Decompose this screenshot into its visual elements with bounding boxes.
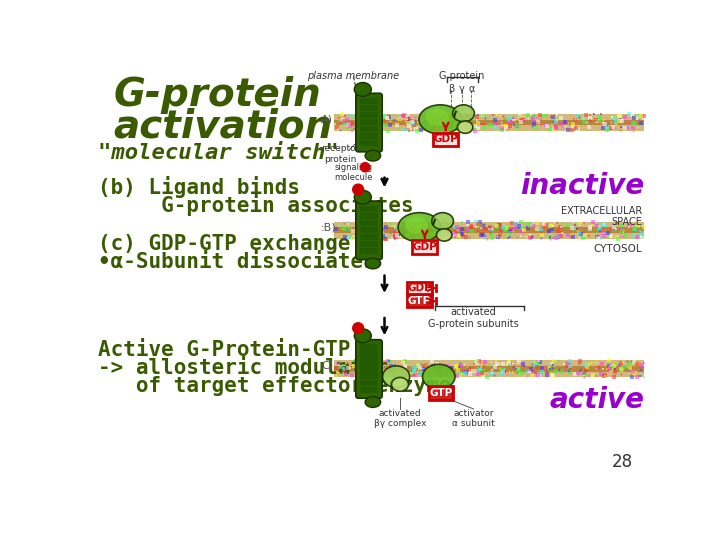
- Text: γ: γ: [459, 84, 465, 94]
- Circle shape: [353, 184, 364, 195]
- Bar: [361, 380, 377, 386]
- FancyBboxPatch shape: [428, 386, 454, 400]
- Bar: [361, 359, 377, 364]
- Text: activated
βγ complex: activated βγ complex: [374, 409, 426, 428]
- Bar: [361, 227, 377, 233]
- Bar: [334, 120, 644, 125]
- Bar: [361, 220, 377, 226]
- Bar: [361, 234, 377, 240]
- Ellipse shape: [432, 213, 454, 230]
- Bar: [361, 366, 377, 372]
- Text: activator
α subunit: activator α subunit: [452, 409, 495, 428]
- Bar: [361, 206, 377, 212]
- Ellipse shape: [457, 121, 473, 133]
- Circle shape: [361, 163, 370, 172]
- Text: A): A): [321, 114, 333, 125]
- Ellipse shape: [426, 109, 449, 126]
- Bar: [334, 372, 644, 377]
- Text: β: β: [448, 84, 454, 94]
- Ellipse shape: [436, 229, 452, 241]
- Text: α: α: [468, 84, 474, 94]
- Bar: [334, 227, 644, 233]
- Bar: [361, 133, 377, 139]
- Ellipse shape: [354, 83, 372, 96]
- Text: "molecular switch": "molecular switch": [98, 143, 338, 163]
- Ellipse shape: [354, 190, 372, 204]
- Ellipse shape: [405, 217, 428, 233]
- Ellipse shape: [365, 397, 381, 408]
- Text: EXTRACELLULAR
SPACE: EXTRACELLULAR SPACE: [561, 206, 642, 227]
- Text: :B): :B): [321, 222, 336, 232]
- FancyBboxPatch shape: [356, 340, 382, 398]
- FancyBboxPatch shape: [413, 240, 437, 254]
- Text: G-protein associates: G-protein associates: [98, 194, 413, 216]
- Text: activated
G-protein subunits: activated G-protein subunits: [428, 307, 519, 329]
- Text: active: active: [549, 386, 644, 414]
- Bar: [334, 233, 644, 239]
- Bar: [361, 248, 377, 254]
- Text: GDP: GDP: [407, 283, 432, 293]
- Text: plasma membrane: plasma membrane: [307, 71, 400, 81]
- Bar: [361, 98, 377, 104]
- Bar: [334, 125, 644, 131]
- Text: -> allosteric modulator: -> allosteric modulator: [98, 358, 388, 378]
- Bar: [361, 352, 377, 357]
- Bar: [361, 387, 377, 393]
- FancyBboxPatch shape: [356, 201, 382, 260]
- Text: G protein: G protein: [439, 71, 485, 81]
- Text: receptor
protein: receptor protein: [321, 144, 359, 164]
- Bar: [361, 105, 377, 111]
- Bar: [361, 345, 377, 350]
- Text: •α-Subunit dissociates: •α-Subunit dissociates: [98, 252, 376, 272]
- Bar: [361, 373, 377, 379]
- Ellipse shape: [398, 213, 441, 242]
- FancyBboxPatch shape: [407, 282, 432, 294]
- FancyBboxPatch shape: [356, 93, 382, 152]
- FancyBboxPatch shape: [407, 295, 432, 307]
- Text: GDP: GDP: [413, 242, 437, 252]
- Text: activation: activation: [113, 107, 333, 145]
- Bar: [334, 222, 644, 227]
- Ellipse shape: [365, 258, 381, 269]
- Bar: [361, 241, 377, 247]
- Text: CYTOSOL: CYTOSOL: [593, 244, 642, 254]
- Text: C): C): [321, 361, 333, 371]
- Text: of target effector enzyme: of target effector enzyme: [98, 376, 451, 396]
- Text: Active G-Protein-GTP: Active G-Protein-GTP: [98, 340, 350, 361]
- Bar: [361, 213, 377, 219]
- Text: (c) GDP-GTP exchange: (c) GDP-GTP exchange: [98, 234, 350, 254]
- Bar: [361, 112, 377, 118]
- Ellipse shape: [423, 364, 455, 389]
- Ellipse shape: [382, 366, 410, 387]
- Bar: [361, 140, 377, 146]
- Bar: [361, 126, 377, 132]
- Ellipse shape: [392, 377, 408, 392]
- Text: GTP: GTP: [429, 388, 453, 398]
- Text: GTP: GTP: [408, 296, 431, 306]
- Circle shape: [353, 323, 364, 334]
- Bar: [334, 366, 644, 372]
- Ellipse shape: [365, 150, 381, 161]
- Ellipse shape: [453, 105, 474, 122]
- Text: inactive: inactive: [520, 172, 644, 200]
- Text: signaling
molecule: signaling molecule: [334, 163, 373, 182]
- Ellipse shape: [419, 105, 462, 134]
- Text: (b) Ligand binds: (b) Ligand binds: [98, 177, 300, 199]
- Text: G-protein: G-protein: [113, 76, 321, 114]
- Text: GDP: GDP: [433, 134, 458, 145]
- Bar: [334, 361, 644, 366]
- Bar: [361, 119, 377, 125]
- FancyBboxPatch shape: [433, 132, 458, 146]
- Text: 28: 28: [611, 454, 632, 471]
- Bar: [334, 114, 644, 120]
- Ellipse shape: [354, 329, 372, 343]
